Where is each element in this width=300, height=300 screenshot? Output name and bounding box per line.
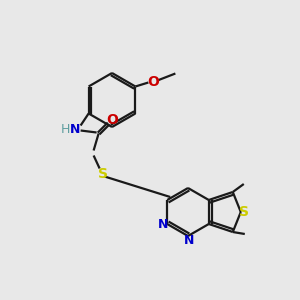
Text: S: S (239, 205, 249, 219)
Text: H: H (61, 123, 70, 136)
Text: S: S (98, 167, 108, 181)
Text: N: N (158, 218, 168, 232)
Text: O: O (107, 112, 118, 127)
Text: N: N (69, 123, 80, 136)
Text: O: O (147, 74, 159, 88)
Text: N: N (184, 235, 194, 248)
